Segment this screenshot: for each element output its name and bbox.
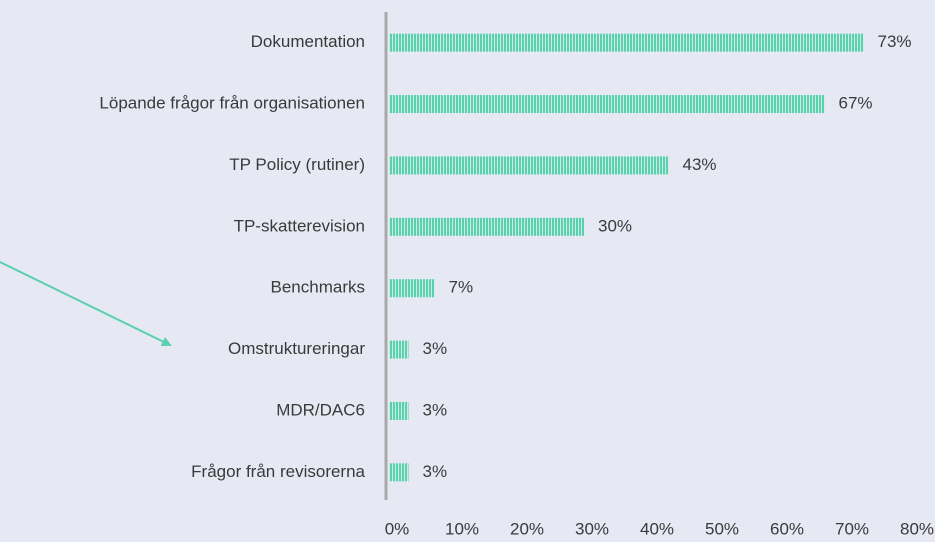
bar (389, 401, 409, 420)
x-tick-label: 0% (385, 519, 410, 538)
bar (389, 463, 409, 482)
y-tick-label: Dokumentation (251, 32, 365, 51)
y-tick-label: Frågor från revisorerna (191, 462, 365, 481)
x-tick-label: 80% (900, 519, 934, 538)
y-tick-label: Omstruktureringar (228, 339, 365, 358)
x-tick-label: 40% (640, 519, 674, 538)
value-label: 3% (423, 400, 448, 419)
y-tick-label: TP-skatterevision (234, 216, 365, 235)
value-label: 73% (878, 32, 912, 51)
bar (389, 340, 409, 359)
bar (389, 95, 825, 114)
bar (389, 279, 435, 298)
y-tick-label: TP Policy (rutiner) (229, 155, 365, 174)
x-tick-label: 70% (835, 519, 869, 538)
x-tick-label: 20% (510, 519, 544, 538)
value-label: 43% (683, 155, 717, 174)
arrow (0, 261, 172, 346)
y-tick-label: MDR/DAC6 (276, 400, 365, 419)
x-tick-label: 30% (575, 519, 609, 538)
bar (389, 217, 584, 236)
value-label: 67% (839, 94, 873, 113)
x-tick-label: 50% (705, 519, 739, 538)
y-tick-label: Benchmarks (271, 278, 365, 297)
value-label: 3% (423, 339, 448, 358)
bar (389, 156, 669, 175)
y-tick-label: Löpande frågor från organisationen (99, 94, 365, 113)
x-tick-label: 60% (770, 519, 804, 538)
value-label: 30% (598, 216, 632, 235)
bar (389, 33, 864, 52)
value-label: 7% (449, 278, 474, 297)
value-label: 3% (423, 462, 448, 481)
x-tick-label: 10% (445, 519, 479, 538)
